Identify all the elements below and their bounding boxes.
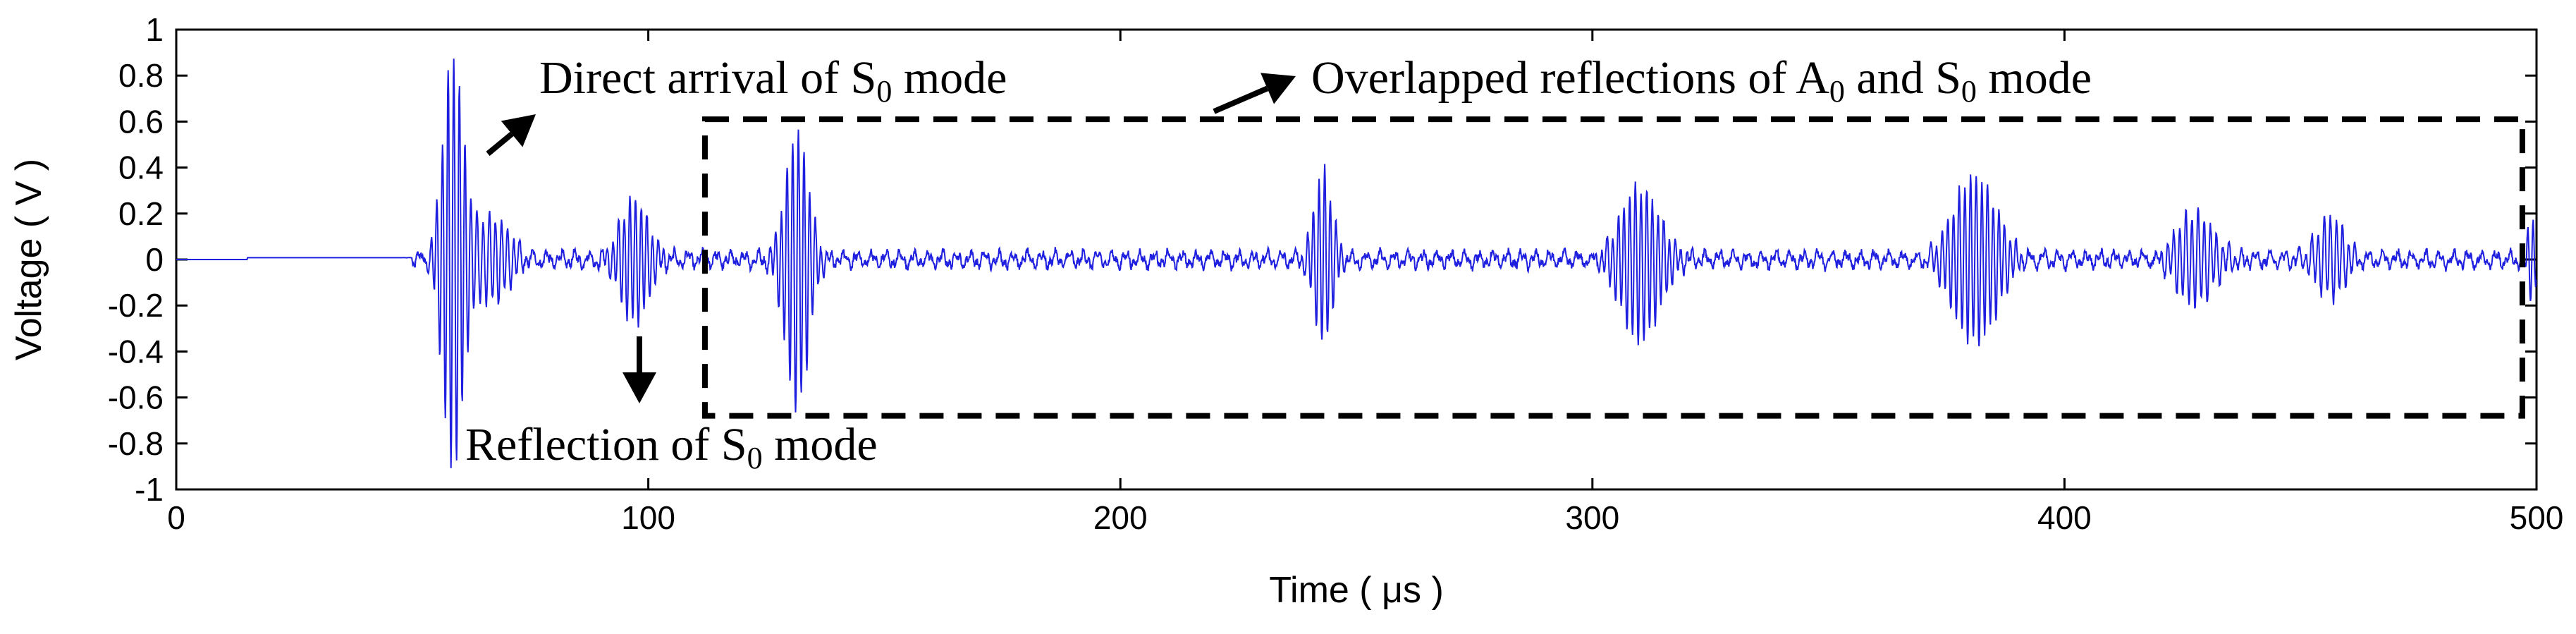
y-tick-label: 0.4 <box>118 150 164 186</box>
arrow-shaft <box>486 131 514 157</box>
annotation-reflection: Reflection of S0 mode <box>465 419 878 475</box>
y-tick-label: 0 <box>145 241 164 278</box>
arrow-head <box>622 372 656 403</box>
arrow-head <box>1261 73 1296 104</box>
x-axis-label: Time ( μs ) <box>1269 570 1444 611</box>
y-tick-label: -0.4 <box>108 333 164 370</box>
x-tick-label: 500 <box>2510 499 2564 536</box>
x-tick-label: 0 <box>167 499 185 536</box>
y-tick-label: -0.8 <box>108 425 164 462</box>
x-tick-label: 300 <box>1565 499 1619 536</box>
x-tick-label: 100 <box>621 499 675 536</box>
y-axis-label: Voltage ( V ) <box>8 159 49 360</box>
arrow-direct-arrival <box>486 114 536 157</box>
y-tick-label: 0.8 <box>118 57 164 94</box>
annotation-overlapped: Overlapped reflections of A0 and S0 mode <box>1311 52 2092 109</box>
x-tick-label: 200 <box>1093 499 1148 536</box>
y-tick-label: -1 <box>135 471 164 508</box>
arrow-head <box>501 114 536 147</box>
y-tick-label: 0.2 <box>118 195 164 232</box>
overlapped-region-box <box>701 116 2525 419</box>
voltage-signal-line <box>176 59 2537 468</box>
arrow-reflection <box>622 336 656 403</box>
arrow-overlapped <box>1213 73 1296 114</box>
annotation-direct-arrival: Direct arrival of S0 mode <box>539 52 1007 109</box>
x-tick-label: 400 <box>2037 499 2092 536</box>
y-tick-label: 0.6 <box>118 103 164 140</box>
y-tick-label: -0.6 <box>108 379 164 416</box>
y-tick-label: 1 <box>145 11 164 48</box>
arrow-shaft <box>1213 85 1269 114</box>
y-tick-label: -0.2 <box>108 287 164 324</box>
